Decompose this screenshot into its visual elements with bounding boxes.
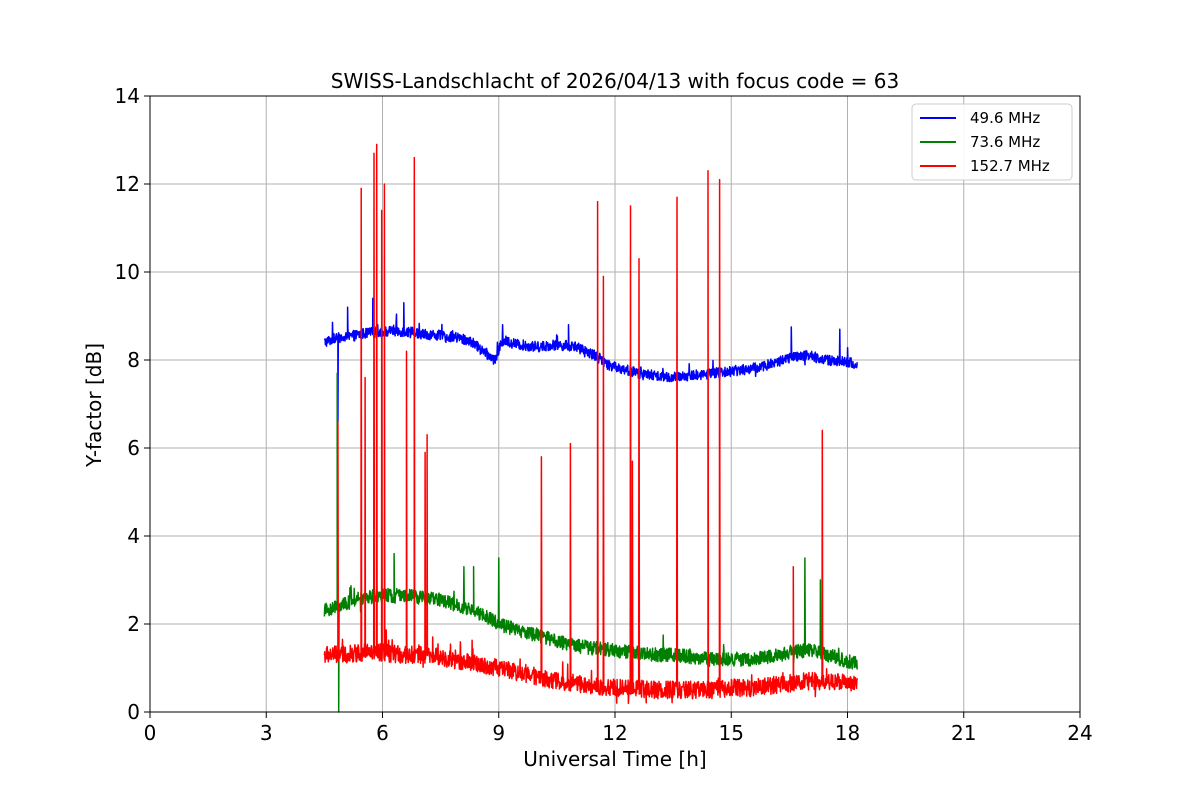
series-line-2 bbox=[323, 143, 858, 705]
series-line-0 bbox=[323, 297, 858, 423]
y-tick-label: 6 bbox=[127, 436, 140, 460]
x-tick-label: 21 bbox=[951, 721, 976, 745]
grid-layer bbox=[149, 95, 1081, 713]
y-tick-label: 14 bbox=[115, 84, 140, 108]
chart-title: SWISS-Landschlacht of 2026/04/13 with fo… bbox=[331, 69, 899, 93]
legend-box bbox=[911, 103, 1073, 181]
y-tick-label: 2 bbox=[127, 612, 140, 636]
x-tick-label: 18 bbox=[835, 721, 860, 745]
series-0-group bbox=[323, 297, 858, 423]
y-tick-label: 10 bbox=[115, 260, 140, 284]
legend-entry: 49.6 MHz bbox=[920, 109, 1040, 127]
legend-entry: 152.7 MHz bbox=[920, 157, 1050, 175]
x-tick-label: 15 bbox=[719, 721, 744, 745]
y-tick-label: 8 bbox=[127, 348, 140, 372]
y-tick-label: 12 bbox=[115, 172, 140, 196]
x-tick-label: 6 bbox=[376, 721, 389, 745]
series-1-group bbox=[323, 372, 858, 713]
legend-label: 49.6 MHz bbox=[970, 109, 1040, 127]
x-tick-label: 0 bbox=[144, 721, 157, 745]
y-tick-label: 4 bbox=[127, 524, 140, 548]
y-axis-label: Y-factor [dB] bbox=[82, 343, 106, 468]
legend-entry: 73.6 MHz bbox=[920, 133, 1040, 151]
x-tick-label: 24 bbox=[1067, 721, 1092, 745]
legend-label: 73.6 MHz bbox=[970, 133, 1040, 151]
x-tick-label: 3 bbox=[260, 721, 273, 745]
plot-frame bbox=[149, 95, 1081, 713]
series-2-group bbox=[323, 143, 858, 705]
legend-label: 152.7 MHz bbox=[970, 157, 1050, 175]
series-line-1 bbox=[323, 372, 858, 713]
x-tick-label: 9 bbox=[492, 721, 505, 745]
legend: 49.6 MHz 73.6 MHz 152.7 MHz bbox=[911, 103, 1073, 181]
y-tick-label: 0 bbox=[127, 700, 140, 724]
x-tick-label: 12 bbox=[602, 721, 627, 745]
x-axis-label: Universal Time [h] bbox=[523, 747, 706, 771]
series-layer bbox=[323, 143, 858, 713]
